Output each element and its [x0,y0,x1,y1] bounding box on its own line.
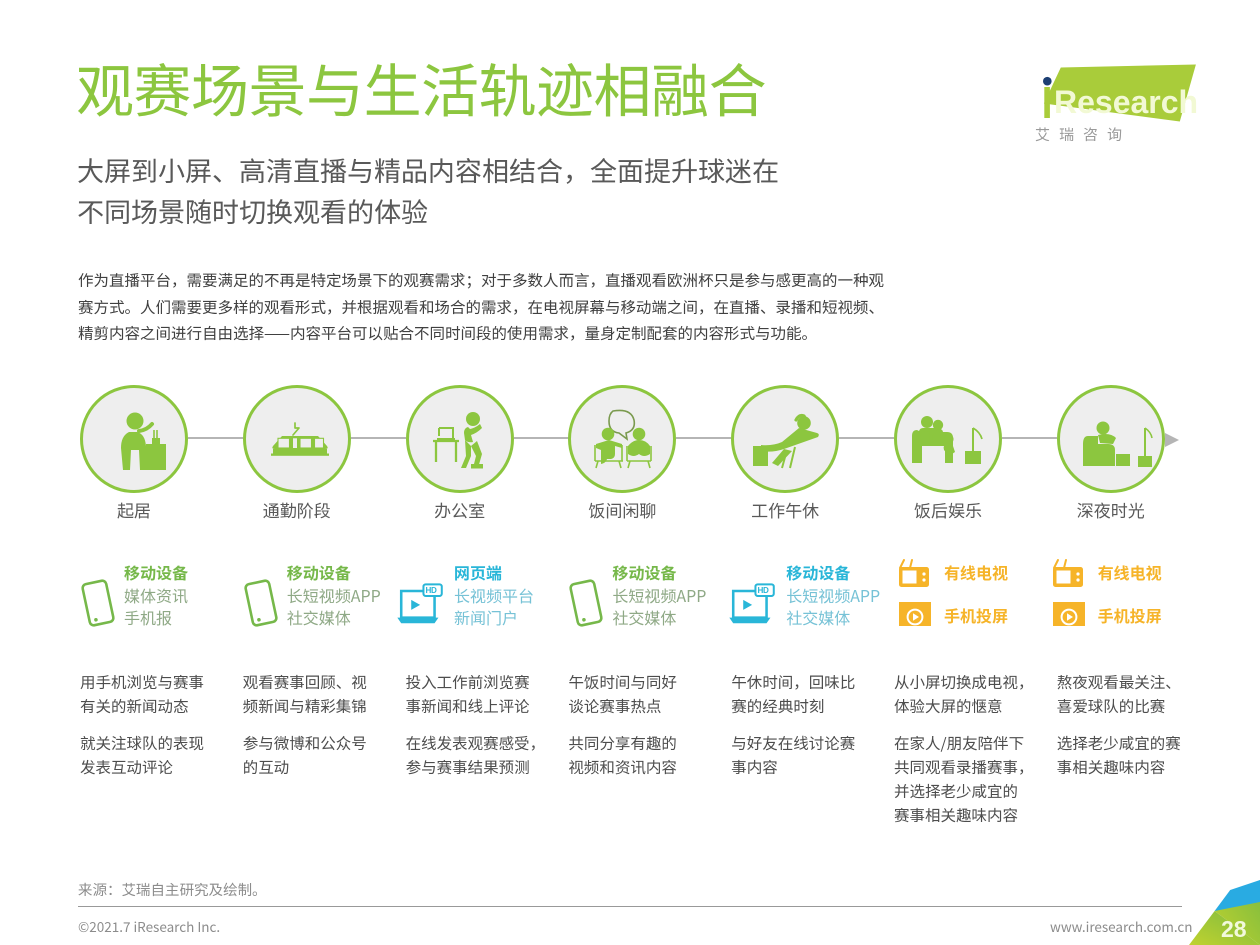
svg-text:28: 28 [1221,916,1247,942]
svg-text:艾瑞咨询: 艾瑞咨询 [1035,124,1131,145]
svg-text:Research: Research [1054,84,1198,120]
